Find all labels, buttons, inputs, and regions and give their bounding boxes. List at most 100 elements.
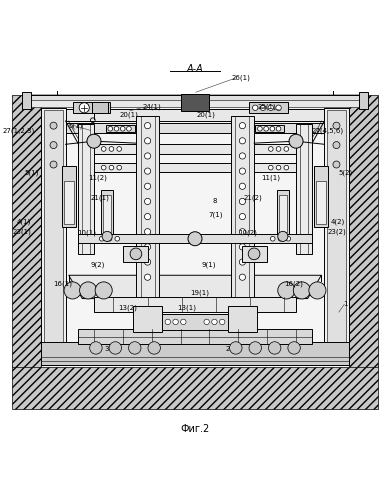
Circle shape bbox=[248, 248, 260, 260]
Bar bbox=[277, 190, 289, 234]
Circle shape bbox=[257, 126, 262, 131]
Circle shape bbox=[276, 166, 281, 170]
Circle shape bbox=[239, 122, 246, 129]
Text: 4(2): 4(2) bbox=[331, 219, 345, 226]
Circle shape bbox=[284, 166, 289, 170]
Circle shape bbox=[276, 126, 281, 131]
Text: 10(1): 10(1) bbox=[78, 230, 97, 236]
Circle shape bbox=[117, 146, 122, 152]
Circle shape bbox=[239, 259, 246, 265]
Circle shape bbox=[115, 236, 120, 241]
Text: 7(1): 7(1) bbox=[209, 212, 223, 218]
Bar bbox=[78, 330, 312, 344]
Circle shape bbox=[220, 319, 225, 324]
Circle shape bbox=[50, 122, 57, 129]
Circle shape bbox=[144, 259, 151, 265]
Text: 11(2): 11(2) bbox=[88, 175, 107, 182]
Circle shape bbox=[293, 282, 310, 299]
Circle shape bbox=[87, 134, 101, 148]
Circle shape bbox=[109, 146, 114, 152]
Circle shape bbox=[144, 153, 151, 159]
Text: 3: 3 bbox=[105, 346, 109, 352]
Bar bbox=[41, 108, 66, 364]
Circle shape bbox=[270, 126, 275, 131]
Text: 8: 8 bbox=[213, 198, 217, 204]
Circle shape bbox=[252, 105, 258, 110]
Bar bbox=[349, 94, 378, 366]
Circle shape bbox=[268, 342, 281, 354]
Text: 10(2): 10(2) bbox=[238, 230, 257, 236]
Bar bbox=[228, 306, 257, 332]
Text: 6(1): 6(1) bbox=[69, 122, 83, 129]
Circle shape bbox=[288, 342, 300, 354]
Text: 21(2): 21(2) bbox=[244, 194, 262, 201]
Circle shape bbox=[144, 138, 151, 144]
Text: 19(1): 19(1) bbox=[190, 290, 209, 296]
Circle shape bbox=[204, 319, 209, 324]
Text: 5(2): 5(2) bbox=[339, 169, 353, 175]
Circle shape bbox=[144, 214, 151, 220]
Circle shape bbox=[276, 146, 281, 152]
Text: 21(1): 21(1) bbox=[90, 194, 109, 201]
Text: 9(1): 9(1) bbox=[202, 262, 216, 268]
Circle shape bbox=[239, 138, 246, 144]
Bar bbox=[22, 92, 31, 110]
Text: 9(2): 9(2) bbox=[91, 262, 105, 268]
Circle shape bbox=[264, 126, 268, 131]
Circle shape bbox=[239, 198, 246, 204]
Bar bbox=[242, 246, 267, 262]
Circle shape bbox=[333, 161, 340, 168]
Bar bbox=[41, 342, 349, 365]
Bar bbox=[66, 124, 324, 134]
Circle shape bbox=[239, 214, 246, 220]
Text: Фиг.2: Фиг.2 bbox=[181, 424, 210, 434]
Circle shape bbox=[107, 236, 112, 241]
Circle shape bbox=[108, 126, 113, 131]
Bar bbox=[133, 306, 162, 332]
Circle shape bbox=[268, 166, 273, 170]
Circle shape bbox=[286, 236, 291, 241]
Bar bbox=[162, 314, 228, 330]
Bar bbox=[22, 100, 368, 107]
Circle shape bbox=[144, 198, 151, 204]
Circle shape bbox=[333, 122, 340, 129]
Circle shape bbox=[309, 282, 326, 299]
Bar bbox=[136, 116, 159, 302]
Bar bbox=[359, 92, 368, 110]
Circle shape bbox=[95, 282, 112, 299]
Circle shape bbox=[127, 126, 131, 131]
Circle shape bbox=[289, 134, 303, 148]
Bar bbox=[314, 166, 328, 226]
Circle shape bbox=[144, 274, 151, 280]
Circle shape bbox=[278, 232, 288, 241]
Text: 13(2): 13(2) bbox=[118, 304, 137, 311]
Bar bbox=[101, 190, 113, 234]
Circle shape bbox=[165, 319, 170, 324]
Circle shape bbox=[212, 319, 217, 324]
Circle shape bbox=[144, 228, 151, 235]
Circle shape bbox=[249, 342, 261, 354]
Text: 1: 1 bbox=[344, 302, 348, 308]
Circle shape bbox=[239, 274, 246, 280]
Circle shape bbox=[270, 236, 275, 241]
Text: 20(1): 20(1) bbox=[119, 112, 138, 118]
Bar bbox=[92, 102, 108, 113]
Bar bbox=[327, 110, 346, 362]
Circle shape bbox=[50, 161, 57, 168]
Circle shape bbox=[148, 342, 160, 354]
Bar bbox=[64, 181, 74, 224]
Text: 25(1): 25(1) bbox=[257, 104, 276, 110]
Text: 11(1): 11(1) bbox=[261, 175, 280, 182]
Circle shape bbox=[80, 282, 97, 299]
Circle shape bbox=[144, 168, 151, 174]
Circle shape bbox=[144, 244, 151, 250]
Circle shape bbox=[109, 166, 114, 170]
Circle shape bbox=[278, 282, 295, 299]
Circle shape bbox=[64, 282, 81, 299]
Bar bbox=[78, 124, 94, 254]
Bar bbox=[66, 110, 324, 121]
Text: 2: 2 bbox=[225, 346, 230, 352]
Text: 27(1,2,3): 27(1,2,3) bbox=[3, 127, 35, 134]
Text: 27(4,5,6): 27(4,5,6) bbox=[312, 127, 344, 134]
Circle shape bbox=[239, 153, 246, 159]
